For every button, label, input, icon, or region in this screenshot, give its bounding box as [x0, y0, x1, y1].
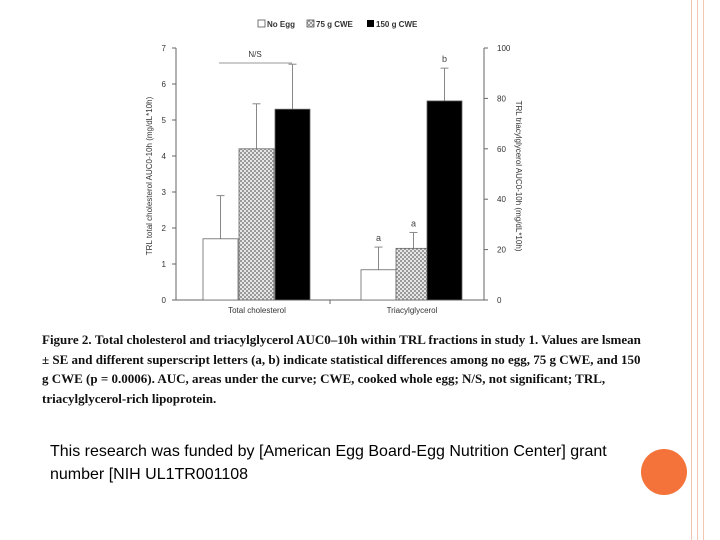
left-tick-label: 2: [162, 224, 167, 233]
bar-triacylglycerol-no-egg: [360, 269, 397, 301]
ns-annotation: N/S: [248, 50, 261, 59]
left-axis-title: TRL total cholesterol AUC0-10h (mg/dL*10…: [145, 96, 154, 255]
legend-label-150g: 150 g CWE: [376, 20, 418, 29]
legend-swatch-no-egg: [257, 19, 266, 28]
right-tick-label: 100: [497, 44, 511, 53]
bar-total-cholesterol-150g: [274, 108, 311, 301]
funding-credit: This research was funded by [American Eg…: [50, 443, 607, 483]
left-tick-label: 3: [162, 188, 167, 197]
figure-caption: Figure 2. Total cholesterol and triacylg…: [42, 330, 642, 408]
right-tick-label: 80: [497, 94, 506, 103]
right-tick-label: 0: [497, 296, 502, 305]
bar-triacylglycerol-75g: [395, 247, 432, 301]
annotation-letter-a-75g: a: [411, 218, 416, 228]
caption-lead: Figure 2.: [42, 332, 92, 347]
left-tick-label: 1: [162, 260, 167, 269]
right-axis-title: TRL triacylglycerol AUC0-10h (mg/dL*10h): [514, 101, 523, 252]
bar-triacylglycerol-150g: [426, 100, 463, 301]
bar-chart: No Egg 75 g CWE 150 g CWE 0 1 2 3 4 5 6 7 0 20 40…: [145, 19, 523, 315]
category-label-triacylglycerol: Triacylglycerol: [387, 306, 438, 315]
annotation-letter-a-no-egg: a: [376, 233, 381, 243]
left-tick-label: 5: [162, 116, 167, 125]
left-tick-label: 6: [162, 80, 167, 89]
left-tick-label: 0: [162, 296, 167, 305]
right-tick-label: 20: [497, 246, 506, 255]
legend-swatch-150g: [367, 20, 374, 27]
right-tick-label: 40: [497, 195, 506, 204]
left-tick-label: 7: [162, 44, 167, 53]
legend-swatch-75g: [306, 19, 315, 28]
legend: No Egg 75 g CWE 150 g CWE: [257, 19, 418, 29]
bars-group: [202, 63, 463, 301]
left-tick-label: 4: [162, 152, 167, 161]
decor-line-2: [697, 0, 698, 540]
annotation-letter-b-150g: b: [442, 54, 447, 64]
decor-line-1: [691, 0, 692, 540]
accent-circle: [641, 449, 687, 495]
legend-label-75g: 75 g CWE: [316, 20, 354, 29]
decor-line-3: [703, 0, 704, 540]
right-tick-label: 60: [497, 145, 506, 154]
right-axis-ticks: 0 20 40 60 80 100: [484, 44, 511, 305]
left-axis-ticks: 0 1 2 3 4 5 6 7: [162, 44, 176, 305]
legend-label-no-egg: No Egg: [267, 20, 295, 29]
caption-text: Total cholesterol and triacylglycerol AU…: [42, 332, 641, 406]
bar-total-cholesterol-75g: [238, 148, 275, 301]
bar-total-cholesterol-no-egg: [202, 238, 239, 301]
category-label-total-cholesterol: Total cholesterol: [228, 306, 286, 315]
